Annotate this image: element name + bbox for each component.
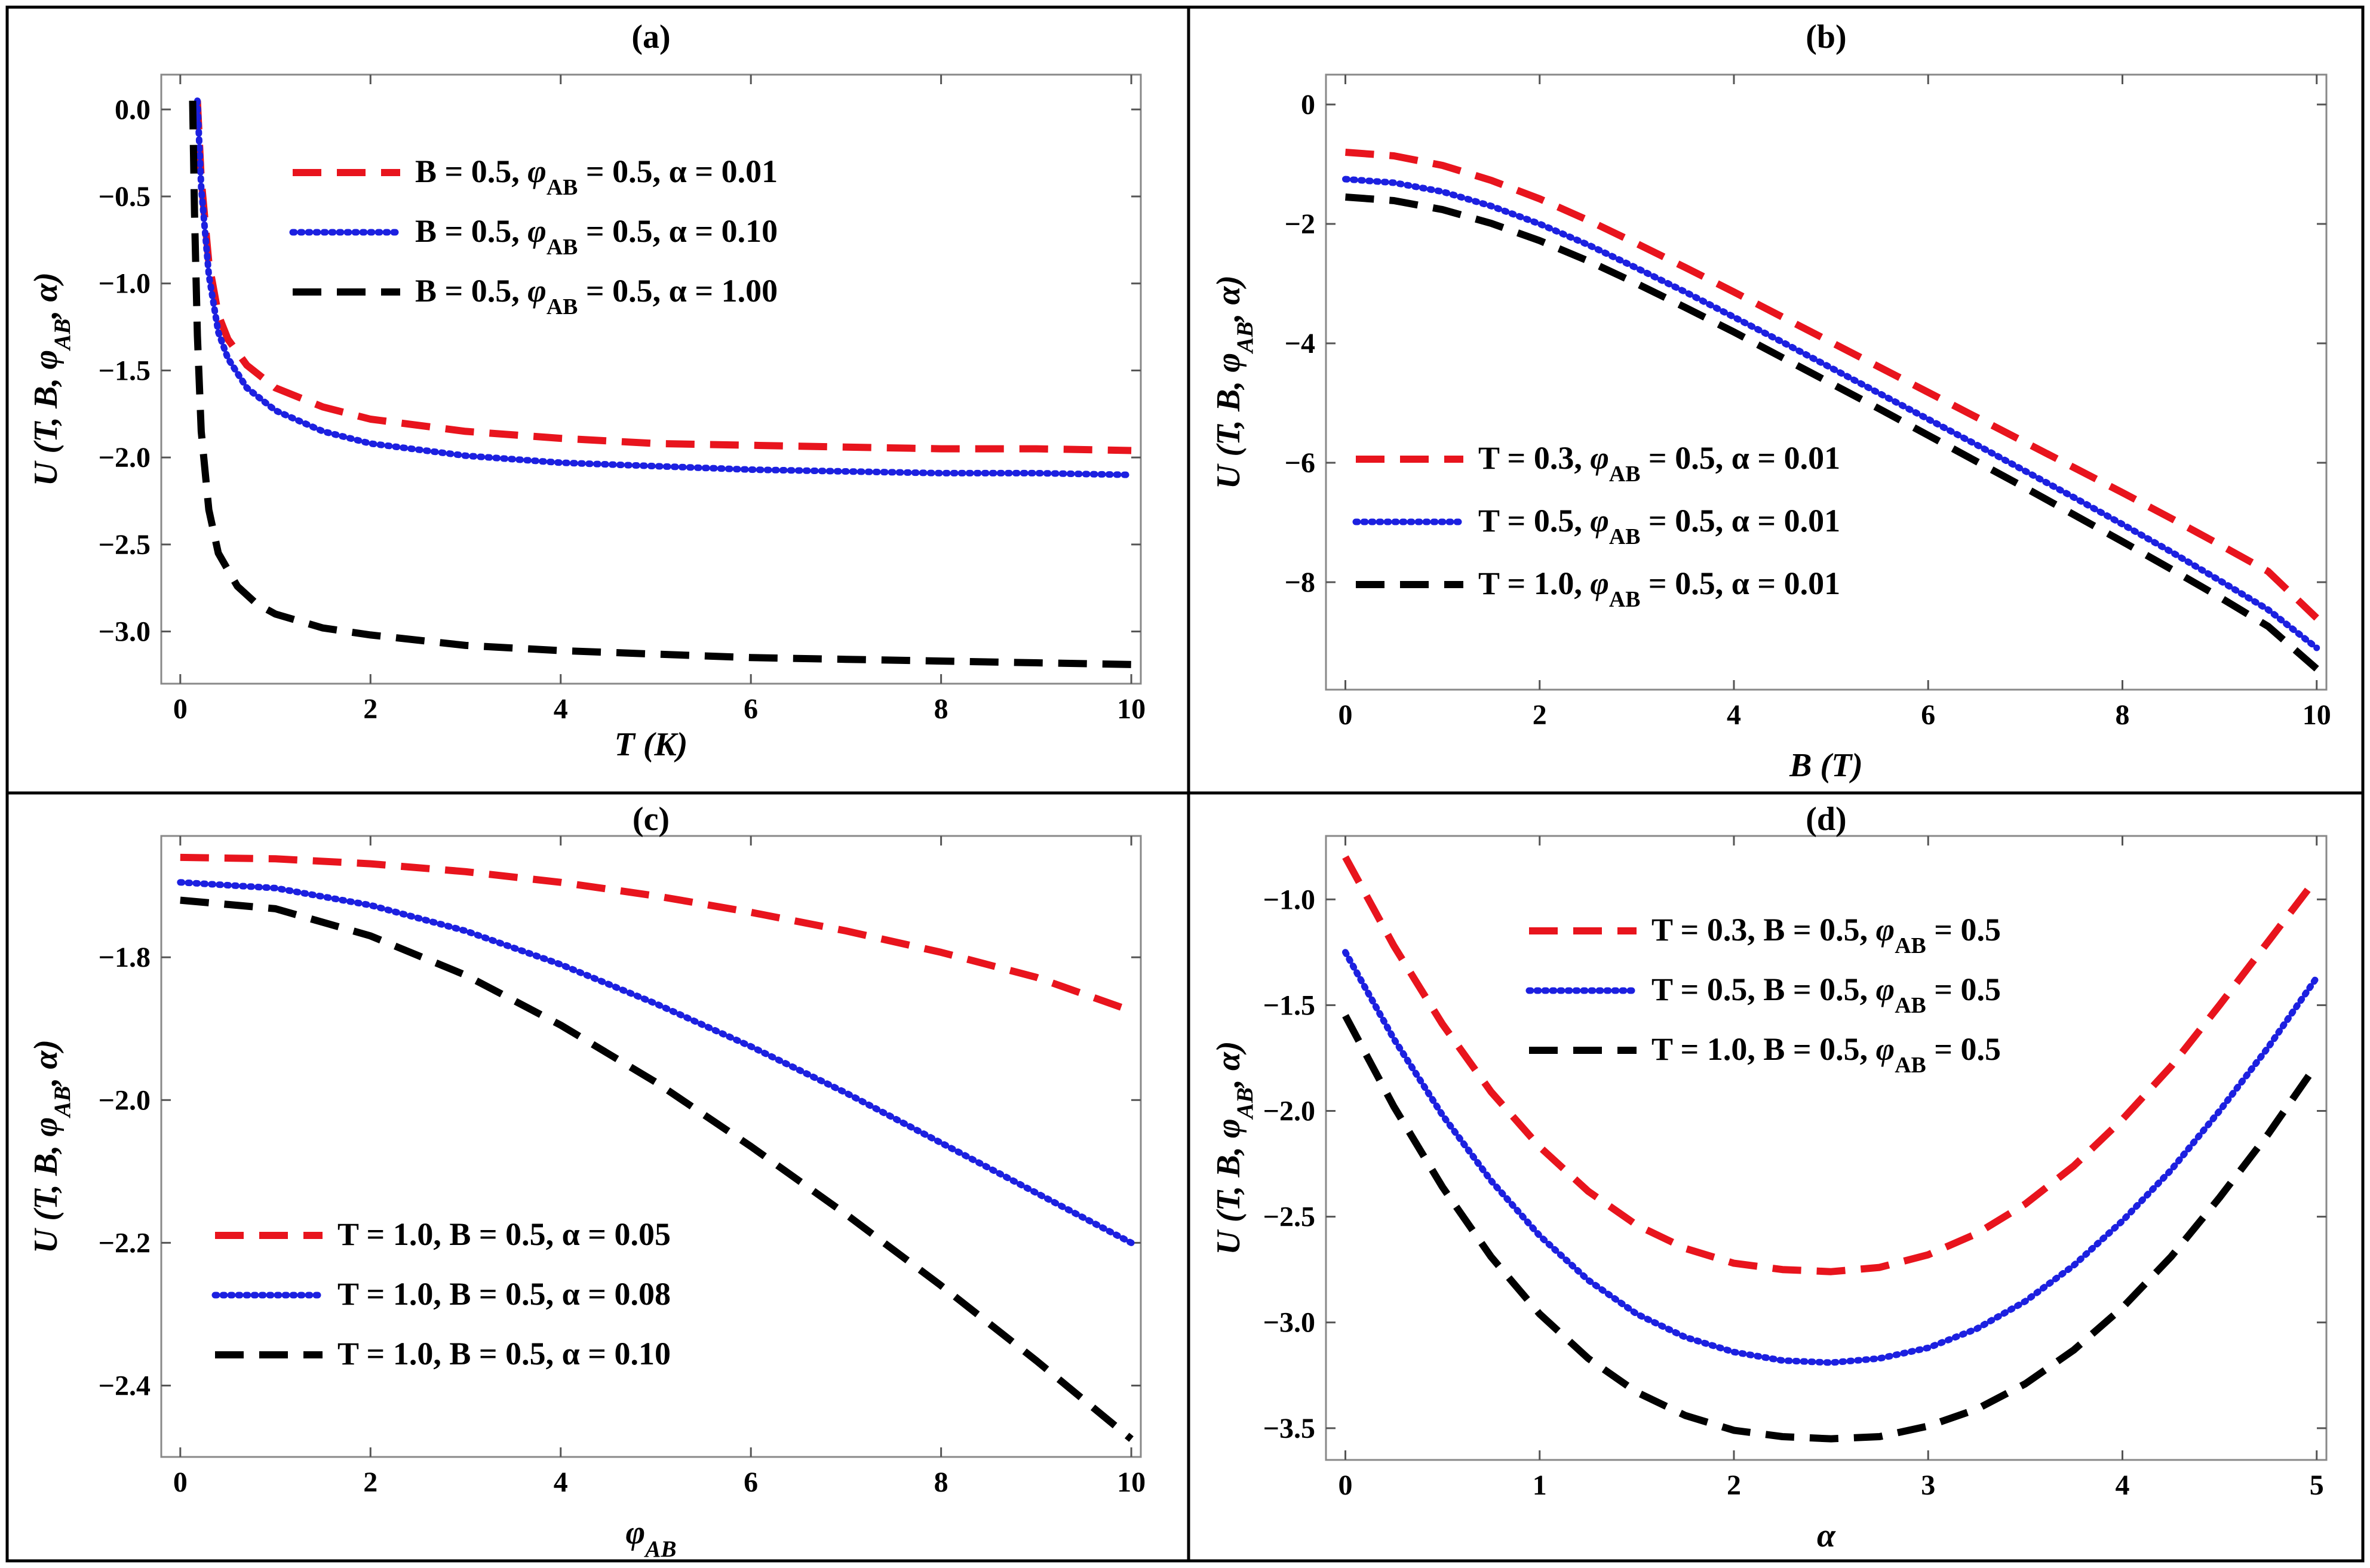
legend-label-3: T = 1.0, B = 0.5, α = 0.10 <box>337 1336 671 1372</box>
x-tick-label: 2 <box>363 1466 377 1498</box>
x-tick-label: 2 <box>363 693 377 725</box>
x-tick-label: 0 <box>173 1466 188 1498</box>
x-tick-label: 2 <box>1727 1469 1741 1501</box>
series-line-2 <box>1342 949 2320 1366</box>
figure-border <box>5 5 2365 1563</box>
panel-d: (d) 0 1 2 3 4 5 −1.0 −1.5 −2.0 −2.5 −3.0 −3.5 α U (T, … <box>1210 801 2328 1554</box>
y-tick-label: −0.5 <box>99 181 151 213</box>
y-tick-label: −3.5 <box>1263 1413 1315 1444</box>
series-line-3 <box>189 100 1132 668</box>
x-tick-label: 3 <box>1921 1469 1935 1501</box>
x-tick-label: 0 <box>1339 1469 1353 1501</box>
series-line-1 <box>1345 149 2319 621</box>
plot-frame <box>160 835 1142 1458</box>
panel-title: (b) <box>1806 19 1846 56</box>
x-tick-label: 10 <box>1117 693 1146 725</box>
panel-b: (b) 0 2 4 6 8 10 0 −2 −4 −6 −8 B (T) U (T, B, φAB, α)… <box>1210 19 2331 784</box>
legend-label-3: T = 1.0, φAB = 0.5, α = 0.01 <box>1478 565 1840 612</box>
series-line-3 <box>1342 1014 2320 1443</box>
y-tick-label: −2.0 <box>1263 1096 1315 1127</box>
x-tick-label: 6 <box>1921 699 1935 731</box>
series-line-2 <box>194 97 1135 478</box>
series-line-3 <box>180 896 1134 1442</box>
x-tick-label: 0 <box>1339 699 1353 731</box>
x-axis-label: B (T) <box>1789 747 1863 784</box>
series-line-3 <box>1345 193 2319 672</box>
x-tick-label: 6 <box>744 693 758 725</box>
x-tick-label: 8 <box>934 1466 948 1498</box>
x-axis-label: α <box>1817 1517 1836 1554</box>
x-tick-label: 4 <box>1727 699 1741 731</box>
y-tick-label: −1.8 <box>99 942 151 973</box>
x-tick-label: 0 <box>173 693 188 725</box>
y-tick-label: −2.5 <box>1263 1201 1315 1233</box>
y-tick-label: −2 <box>1285 208 1315 240</box>
y-tick-label: −6 <box>1285 447 1315 479</box>
y-tick-label: 0.0 <box>115 94 151 125</box>
y-tick-label: −2.5 <box>99 529 151 561</box>
series-line-2 <box>1342 176 2320 651</box>
legend-label-2: T = 0.5, B = 0.5, φAB = 0.5 <box>1651 971 2001 1018</box>
x-tick-label: 8 <box>934 693 948 725</box>
panel-title: (a) <box>631 19 670 56</box>
series-line-1 <box>180 853 1133 1014</box>
x-tick-label: 1 <box>1533 1469 1547 1501</box>
legend-label-2: B = 0.5, φAB = 0.5, α = 0.10 <box>415 213 778 260</box>
y-tick-label: −2.0 <box>99 1084 151 1116</box>
panel-title: (c) <box>633 801 670 838</box>
x-axis-label: φAB <box>625 1514 676 1562</box>
y-tick-label: −3.0 <box>99 616 151 648</box>
y-tick-label: −2.4 <box>99 1370 151 1401</box>
y-tick-label: −1.5 <box>99 355 151 386</box>
legend-label-3: B = 0.5, φAB = 0.5, α = 1.00 <box>415 273 778 319</box>
series-line-1 <box>1342 855 2320 1275</box>
x-tick-label: 10 <box>1117 1466 1146 1498</box>
x-tick-label: 4 <box>2115 1469 2129 1501</box>
plot-frame <box>160 73 1142 685</box>
y-tick-label: −8 <box>1285 567 1315 598</box>
x-tick-label: 4 <box>554 1466 568 1498</box>
x-tick-label: 6 <box>744 1466 758 1498</box>
panel-c: (c) 0 2 4 6 8 10 −1.8 −2.0 −2.2 −2.4 φAB U (T, B, φA… <box>27 801 1146 1562</box>
y-tick-label: −3.0 <box>1263 1307 1315 1339</box>
x-tick-label: 10 <box>2303 699 2331 731</box>
panel-a: (a) 0 2 4 6 8 10 0.0 −0.5 −1.0 −1.5 −2.0 −2.5 −3.0 T (… <box>27 19 1146 763</box>
y-tick-label: −2.0 <box>99 442 151 474</box>
y-tick-label: −1.0 <box>1263 884 1315 915</box>
legend-label-2: T = 0.5, φAB = 0.5, α = 0.01 <box>1478 503 1840 549</box>
x-tick-label: 8 <box>2115 699 2129 731</box>
plot-frame <box>1325 73 2328 691</box>
y-tick-label: −2.2 <box>99 1227 151 1259</box>
legend-label-3: T = 1.0, B = 0.5, φAB = 0.5 <box>1651 1031 2001 1078</box>
legend-label-2: T = 1.0, B = 0.5, α = 0.08 <box>337 1276 671 1312</box>
y-tick-label: −1.0 <box>99 268 151 300</box>
plot-frame <box>1325 835 2328 1461</box>
legend-label-1: T = 1.0, B = 0.5, α = 0.05 <box>337 1216 671 1252</box>
x-tick-label: 2 <box>1533 699 1547 731</box>
y-axis-label: U (T, B, φAB, α) <box>27 272 75 486</box>
y-tick-label: 0 <box>1301 89 1315 121</box>
legend-label-1: T = 0.3, B = 0.5, φAB = 0.5 <box>1651 912 2001 958</box>
series-line-2 <box>177 879 1135 1246</box>
y-axis-label: U (T, B, φAB, α) <box>27 1040 75 1253</box>
y-tick-label: −4 <box>1285 328 1315 359</box>
y-tick-label: −1.5 <box>1263 989 1315 1021</box>
x-tick-label: 4 <box>554 693 568 725</box>
x-axis-label: T (K) <box>615 726 688 763</box>
legend-label-1: T = 0.3, φAB = 0.5, α = 0.01 <box>1478 440 1840 487</box>
legend-label-1: B = 0.5, φAB = 0.5, α = 0.01 <box>415 153 778 200</box>
panel-title: (d) <box>1806 801 1846 838</box>
y-axis-label: U (T, B, φAB, α) <box>1210 275 1258 489</box>
x-tick-label: 5 <box>2310 1469 2324 1501</box>
y-axis-label: U (T, B, φAB, α) <box>1210 1041 1258 1255</box>
